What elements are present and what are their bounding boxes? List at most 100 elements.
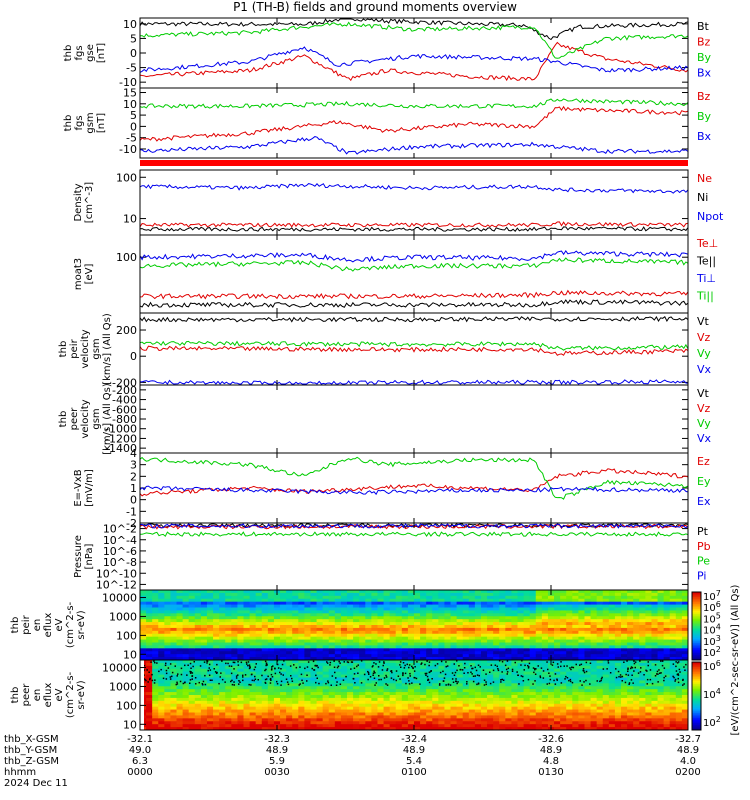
heatmap-cell [194, 590, 202, 594]
heatmap-cell [340, 721, 348, 725]
heatmap-cell [560, 642, 567, 646]
heatmap-cell [554, 718, 561, 722]
heatmap-cell [407, 689, 415, 693]
legend-entry: Pt [697, 525, 709, 538]
heatmap-cell [261, 712, 269, 716]
heatmap-cell [517, 627, 525, 632]
heatmap-cell [602, 636, 610, 641]
heatmap-cell [371, 636, 378, 641]
heatmap-cell [463, 667, 466, 669]
heatmap-cell [206, 662, 208, 664]
heatmap-cell [438, 651, 445, 655]
heatmap-cell [645, 645, 652, 649]
heatmap-cell [596, 642, 604, 646]
heatmap-cell [474, 674, 482, 678]
heatmap-cell [426, 630, 433, 635]
heatmap-cell [663, 595, 671, 600]
heatmap-cell [614, 645, 622, 649]
heatmap-cell [255, 683, 263, 687]
heatmap-cell [578, 616, 585, 620]
heatmap-cell [298, 686, 305, 690]
heatmap-cell [389, 607, 397, 611]
heatmap-cell [572, 715, 579, 719]
heatmap-cell [608, 619, 616, 623]
heatmap-cell [353, 709, 360, 713]
heatmap-cell [560, 665, 567, 670]
heatmap-cell [560, 709, 567, 713]
heatmap-cell [590, 619, 598, 623]
heatmap-cell [584, 727, 592, 731]
heatmap-cell [347, 651, 354, 655]
heatmap-cell [237, 645, 245, 649]
heatmap-cell [438, 639, 445, 643]
heatmap-cell [231, 590, 238, 594]
heatmap-cell [585, 670, 588, 673]
heatmap-cell [158, 686, 165, 690]
heatmap-cell [566, 590, 573, 594]
heatmap-cell [669, 721, 677, 725]
heatmap-cell [395, 662, 403, 667]
heatmap-cell [194, 706, 202, 711]
heatmap-cell [371, 721, 378, 725]
heatmap-cell [254, 678, 257, 680]
heatmap-cell [249, 677, 257, 681]
heatmap-cell [300, 673, 303, 676]
heatmap-cell [608, 671, 616, 676]
heatmap-cell [316, 689, 324, 693]
heatmap-cell [566, 645, 573, 649]
heatmap-cell [523, 709, 531, 713]
heatmap-cell [456, 633, 464, 638]
heatmap-cell [407, 700, 415, 705]
heatmap-cell [621, 636, 628, 641]
heatmap-cell [389, 662, 397, 667]
heatmap-cell [249, 695, 257, 699]
heatmap-cell [541, 592, 549, 597]
heatmap-cell [340, 665, 348, 670]
heatmap-cell [237, 674, 245, 678]
heatmap-cell [359, 630, 366, 635]
heatmap-cell [281, 663, 284, 666]
heatmap-cell [462, 627, 470, 632]
heatmap-cell [681, 660, 689, 664]
heatmap-cell [322, 674, 330, 678]
heatmap-cell [353, 677, 360, 681]
heatmap-cell [383, 662, 391, 667]
heatmap-cell [194, 668, 202, 673]
heatmap-cell [194, 657, 202, 661]
heatmap-cell [657, 662, 665, 667]
heatmap-cell [529, 657, 537, 661]
heatmap-cell [371, 619, 378, 623]
heatmap-cell [438, 633, 445, 638]
heatmap-cell [499, 665, 506, 670]
heatmap-cell [681, 636, 689, 641]
heatmap-cell [474, 651, 482, 655]
heatmap-cell [426, 613, 433, 617]
heatmap-cell [487, 613, 494, 617]
heatmap-cell [274, 672, 277, 675]
heatmap-cell [365, 651, 372, 655]
heatmap-cell [249, 660, 257, 664]
heatmap-cell [377, 592, 385, 597]
heatmap-cell [456, 669, 458, 672]
heatmap-cell [347, 662, 354, 667]
heatmap-cell [407, 633, 415, 638]
heatmap-cell [371, 654, 378, 658]
heatmap-cell [316, 680, 324, 684]
heatmap-cell [409, 672, 411, 675]
heatmap-cell [627, 622, 634, 626]
heatmap-cell [596, 616, 604, 620]
heatmap-cell [365, 633, 372, 638]
heatmap-cell [578, 636, 585, 641]
heatmap-cell [432, 709, 439, 713]
heatmap-cell [682, 684, 684, 686]
heatmap-cell [493, 665, 500, 670]
heatmap-cell [420, 604, 427, 608]
heatmap-cell [365, 607, 372, 611]
heatmap-cell [377, 595, 385, 600]
heatmap-cell [633, 642, 640, 646]
heatmap-cell [535, 598, 543, 603]
heatmap-cell [468, 677, 476, 681]
y-tick-label: -600 [112, 403, 137, 416]
heatmap-cell [432, 718, 439, 722]
heatmap-cell [213, 683, 220, 687]
